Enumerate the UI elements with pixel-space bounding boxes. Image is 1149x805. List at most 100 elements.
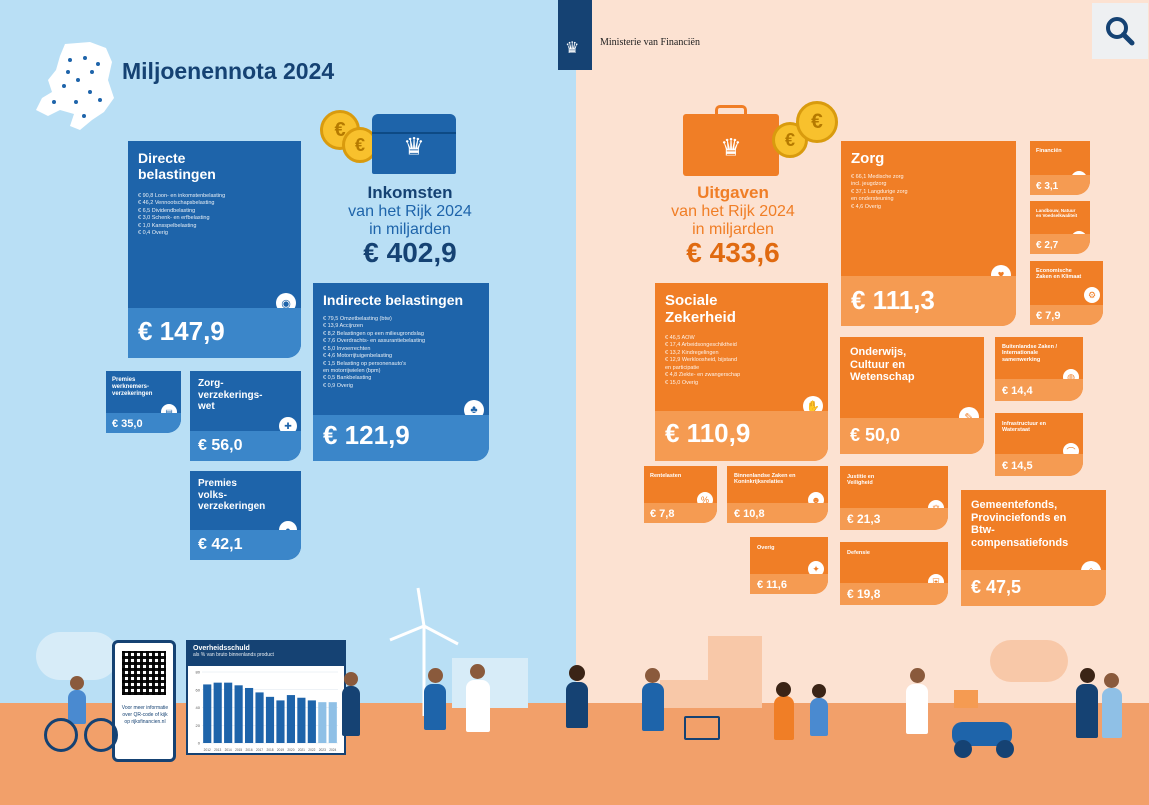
spending-heading: Uitgaven	[697, 183, 769, 202]
box-gemeentefonds[interactable]: Gemeentefonds, Provinciefonds en Btw-com…	[961, 490, 1106, 606]
box-premies-werknemersverzekeringen[interactable]: Premies werknemers-verzekeringen ▤ € 35,…	[106, 371, 181, 433]
debt-bar	[234, 685, 243, 743]
box-onderwijs[interactable]: Onderwijs, Cultuur en Wetenschap ✎ € 50,…	[840, 337, 984, 454]
ministry-name: Ministerie van Financiën	[600, 37, 700, 48]
qr-text: Voor meer informatie over QR-code of kij…	[121, 705, 169, 725]
coin-icon: €	[796, 101, 838, 143]
box-value: € 14,4	[1002, 385, 1033, 397]
box-value: € 2,7	[1036, 240, 1059, 251]
box-label: Indirecte belastingen	[323, 292, 464, 308]
treasure-chest-icon: ♛	[372, 114, 456, 174]
y-tick-label: 60	[196, 687, 201, 692]
debt-bar	[276, 700, 285, 743]
box-items: € 79,5 Omzetbelasting (btw) € 13,9 Accijn…	[323, 316, 426, 389]
x-tick-label: 2013	[214, 748, 221, 752]
box-economische-zaken[interactable]: Economische Zaken en Klimaat ⚙ € 7,9	[1030, 261, 1103, 325]
search-button[interactable]	[1092, 3, 1148, 59]
box-landbouw[interactable]: Landbouw, Natuur en Voedselkwaliteit ❀ €…	[1030, 201, 1090, 254]
y-tick-label: 80	[196, 670, 201, 675]
x-tick-label: 2014	[225, 748, 232, 752]
box-label: Gemeentefonds, Provinciefonds en Btw-com…	[971, 499, 1069, 549]
box-label: Financiën	[1036, 148, 1062, 154]
box-value: € 19,8	[847, 587, 881, 601]
x-tick-label: 2017	[256, 748, 263, 752]
box-label: Directe belastingen	[138, 150, 216, 183]
box-indirecte-belastingen[interactable]: Indirecte belastingen € 79,5 Omzetbelast…	[313, 283, 489, 461]
debt-bar	[307, 700, 316, 743]
box-items: € 66,1 Medische zorg incl. jeugdzorg € 37…	[851, 174, 908, 210]
debt-bar	[318, 702, 327, 743]
box-value: € 121,9	[323, 420, 410, 450]
tree-illustration	[36, 632, 118, 680]
industry-icon: ⚙	[1084, 287, 1100, 303]
box-value: € 35,0	[112, 418, 143, 430]
x-tick-label: 2023	[319, 748, 326, 752]
box-label: Zorg-verzekerings-wet	[198, 378, 263, 412]
box-value: € 21,3	[847, 512, 881, 526]
box-infrastructuur[interactable]: Infrastructuur en Waterstaat ⌒ € 14,5	[995, 413, 1083, 476]
box-value: € 50,0	[850, 425, 901, 445]
building-illustration	[452, 658, 528, 708]
debt-bar	[224, 682, 233, 743]
box-value: € 47,5	[971, 577, 1022, 597]
box-buitenlandse-zaken[interactable]: Buitenlandse Zaken / Internationale same…	[995, 337, 1083, 401]
y-tick-label: 40	[196, 705, 201, 710]
box-directe-belastingen[interactable]: Directe belastingen € 90,8 Loon- en inko…	[128, 141, 301, 358]
shopping-cart-illustration	[684, 716, 720, 740]
debt-bar-chart: 0 20 40 60 80 2012 2013 2014 2015 2016 2017 2018 201…	[196, 670, 338, 752]
x-tick-label: 2022	[308, 748, 315, 752]
box-label: Economische Zaken en Klimaat	[1036, 268, 1082, 281]
box-sociale-zekerheid[interactable]: Sociale Zekerheid € 46,5 AOW € 17,4 Arbei…	[655, 283, 828, 461]
page-title: Miljoenennota 2024	[122, 58, 335, 84]
debt-bar	[255, 692, 264, 743]
debt-chart-card: Overheidsschuld als % van bruto binnenla…	[186, 640, 346, 755]
x-tick-label: 2024	[329, 748, 336, 752]
x-tick-label: 2021	[298, 748, 305, 752]
tree-illustration	[990, 640, 1068, 682]
box-zorgverzekeringswet[interactable]: Zorg-verzekerings-wet ✚ € 56,0	[190, 371, 301, 461]
box-label: Overig	[757, 545, 775, 551]
y-tick-label: 0	[198, 741, 201, 746]
qr-card[interactable]: Voor meer informatie over QR-code of kij…	[112, 640, 176, 762]
box-defensie[interactable]: Defensie ⛨ € 19,8	[840, 542, 948, 605]
x-tick-label: 2015	[235, 748, 242, 752]
box-value: € 42,1	[198, 536, 243, 553]
qr-code-icon	[122, 651, 166, 695]
briefcase-icon: ♛	[683, 105, 779, 176]
income-unit: in miljarden	[369, 221, 451, 238]
debt-bar	[203, 684, 212, 743]
box-financien[interactable]: Financiën ◎ € 3,1	[1030, 141, 1090, 195]
x-tick-label: 2012	[204, 748, 211, 752]
box-value: € 56,0	[198, 437, 243, 454]
box-value: € 111,3	[851, 285, 935, 315]
box-label: Infrastructuur en Waterstaat	[1002, 421, 1047, 434]
box-value: € 10,8	[734, 508, 765, 520]
box-justitie[interactable]: Justitie en Veiligheid ⚖ € 21,3	[840, 466, 948, 530]
debt-bar	[286, 695, 296, 743]
debt-bar	[244, 687, 254, 743]
box-items: € 90,8 Loon- en inkomstenbelasting € 46,2…	[138, 193, 226, 237]
misc-icon: ✦	[808, 561, 824, 577]
income-total: € 402,9	[363, 237, 457, 268]
x-tick-label: 2020	[287, 748, 294, 752]
debt-bar	[328, 702, 337, 743]
debt-bar	[213, 682, 222, 743]
spending-unit: in miljarden	[692, 221, 774, 238]
income-subheading: van het Rijk 2024	[348, 203, 472, 220]
box-label: Zorg	[851, 150, 885, 167]
x-tick-label: 2019	[277, 748, 284, 752]
spending-total: € 433,6	[686, 237, 780, 268]
box-overig[interactable]: Overig ✦ € 11,6	[750, 537, 828, 594]
box-premies-volksverzekeringen[interactable]: Premies volks-verzekeringen ● € 42,1	[190, 471, 301, 560]
box-label: Binnenlandse Zaken en Koninkrijksrelatie…	[734, 473, 796, 486]
box-label: Landbouw, Natuur en Voedselkwaliteit	[1036, 208, 1078, 219]
box-label: Sociale Zekerheid	[665, 292, 736, 327]
box-value: € 11,6	[757, 579, 787, 591]
box-zorg[interactable]: Zorg € 66,1 Medische zorg incl. jeugdzor…	[841, 141, 1016, 326]
income-heading: Inkomsten	[367, 183, 453, 202]
box-value: € 7,9	[1036, 310, 1061, 322]
ministry-logo-bar: ♛	[558, 0, 592, 70]
box-rentelasten[interactable]: Rentelasten % € 7,8	[644, 466, 717, 523]
box-binnenlandse-zaken[interactable]: Binnenlandse Zaken en Koninkrijksrelatie…	[727, 466, 828, 523]
